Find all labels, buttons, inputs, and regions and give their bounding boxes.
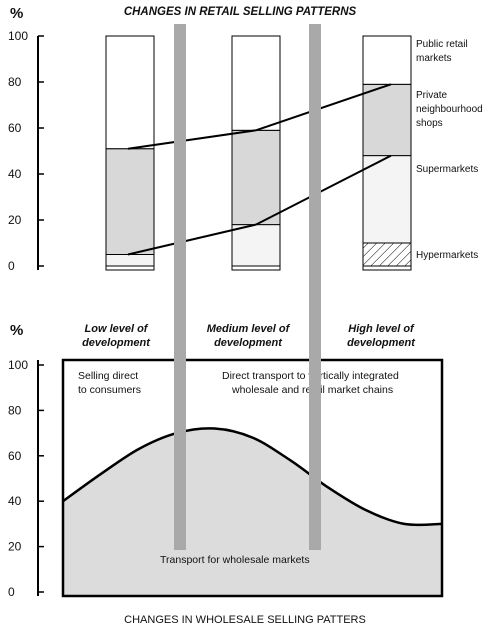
- bottom-tick-label: 60: [8, 449, 22, 463]
- top-tick-label: 40: [8, 167, 22, 181]
- transition-bar-1: [174, 24, 186, 550]
- top-tick-label: 0: [8, 259, 15, 273]
- bottom-tick-label: 0: [8, 585, 15, 599]
- bar-base: [362, 265, 412, 271]
- top-legend: Public retail markets Private neighbourhoo…: [416, 39, 483, 261]
- top-tick-label: 60: [8, 121, 22, 135]
- top-title: CHANGES IN RETAIL SELLING PATTERNS: [124, 6, 357, 18]
- wholesale-curve: [62, 427, 443, 527]
- bottom-level-labels: Low level of development Medium level of d…: [82, 323, 416, 349]
- top-y-axis: 100 80 60 40 20 0: [8, 29, 44, 273]
- hypermarkets-segment: [362, 242, 412, 267]
- public-markets-segment: [105, 35, 155, 150]
- top-stacked-bars: [105, 35, 412, 271]
- top-tick-label: 80: [8, 75, 22, 89]
- supermarkets-segment: [362, 155, 412, 244]
- wholesale-area: [63, 428, 442, 596]
- public-markets-segment: [362, 35, 412, 85]
- top-boundary-lines: [127, 83, 392, 256]
- level-medium: Medium level of development: [207, 323, 291, 349]
- level-low: Low level of development: [82, 323, 151, 349]
- wholesale-frame: [61, 358, 444, 598]
- legend-public: Public retail markets: [416, 39, 468, 64]
- top-tick-label: 20: [8, 213, 22, 227]
- bottom-y-ticks: 100 80 60 40 20 0: [8, 358, 44, 599]
- note-transport-wholesale: Transport for wholesale markets: [160, 554, 310, 566]
- transition-bar-2: [309, 24, 321, 550]
- bottom-y-unit: %: [10, 322, 23, 339]
- bottom-tick-label: 40: [8, 494, 22, 508]
- supermarket-trend-line: [127, 154, 392, 256]
- bottom-footer: CHANGES IN WHOLESALE SELLING PATTERS: [124, 614, 366, 626]
- private-shops-segment: [362, 83, 412, 157]
- bottom-tick-label: 80: [8, 403, 22, 417]
- bar-base: [231, 265, 281, 271]
- top-y-unit: %: [10, 5, 23, 22]
- level-high: High level of development: [347, 323, 416, 349]
- private-shops-segment: [105, 148, 155, 255]
- legend-supermarkets: Supermarkets: [416, 164, 478, 175]
- legend-private: Private neighbourhood shops: [416, 90, 483, 129]
- bottom-y-axis: 100 80 60 40 20 0: [8, 358, 44, 599]
- top-tick-label: 100: [8, 29, 28, 43]
- public-markets-segment: [231, 35, 281, 131]
- supermarkets-segment: [231, 224, 281, 267]
- bottom-tick-label: 100: [8, 358, 28, 372]
- bar-base: [105, 265, 155, 271]
- bottom-tick-label: 20: [8, 540, 22, 554]
- legend-hypermarkets: Hypermarkets: [416, 250, 478, 261]
- top-y-ticks: 100 80 60 40 20 0: [8, 29, 44, 273]
- supermarkets-segment: [105, 254, 155, 267]
- private-shop-trend-line: [127, 83, 392, 150]
- note-selling-direct: Selling direct to consumers: [78, 370, 141, 396]
- private-shops-segment: [231, 129, 281, 226]
